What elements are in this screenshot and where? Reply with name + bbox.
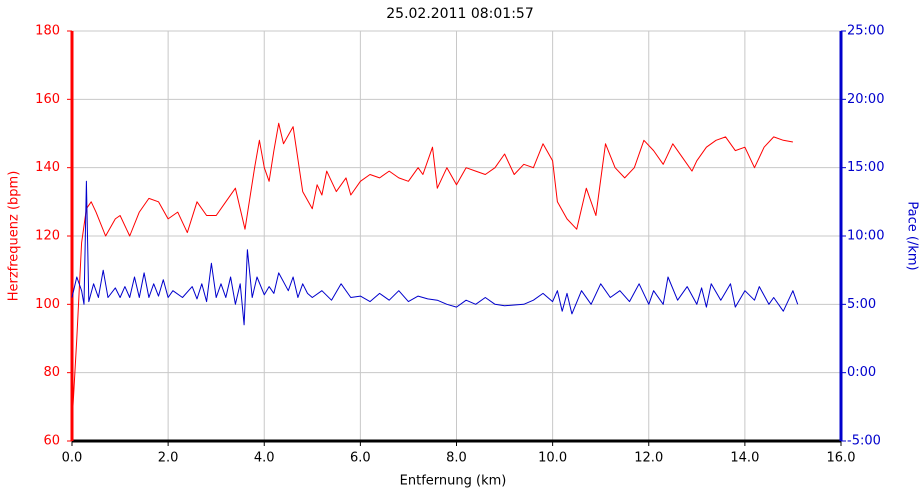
x-tick-label: 16.0 (827, 451, 856, 466)
y-tick-label: 140 (35, 160, 60, 175)
y-tick-label: 180 (35, 24, 60, 39)
x-tick-label: 0.0 (62, 451, 83, 466)
chart-title: 25.02.2011 08:01:57 (386, 6, 534, 22)
x-tick-label: 4.0 (254, 451, 275, 466)
y2-tick-label: 25:00 (847, 24, 884, 39)
y2-axis-label: Pace (/km) (905, 201, 920, 270)
x-tick-label: 2.0 (158, 451, 179, 466)
x-axis-label: Entfernung (km) (400, 474, 507, 489)
data-line (71, 122, 793, 424)
y2-tick-label: 15:00 (847, 160, 884, 175)
y-tick-label: 100 (35, 297, 60, 312)
y2-tick-label: -5:00 (847, 434, 881, 449)
y-axis-label: Herzfrequenz (bpm) (7, 171, 22, 302)
x-tick-label: 6.0 (350, 451, 371, 466)
x-tick-label: 10.0 (538, 451, 567, 466)
x-tick-label: 8.0 (446, 451, 467, 466)
x-tick-label: 14.0 (730, 451, 759, 466)
x-tick-label: 12.0 (634, 451, 663, 466)
y-tick-label: 160 (35, 92, 60, 107)
y2-tick-label: 10:00 (847, 229, 884, 244)
y-tick-label: 60 (43, 434, 60, 449)
y2-tick-label: 5:00 (847, 297, 876, 312)
y2-tick-label: 0:00 (847, 365, 876, 380)
y-tick-label: 80 (43, 365, 60, 380)
y-tick-label: 120 (35, 229, 60, 244)
y2-tick-label: 20:00 (847, 92, 884, 107)
data-line (71, 180, 799, 326)
